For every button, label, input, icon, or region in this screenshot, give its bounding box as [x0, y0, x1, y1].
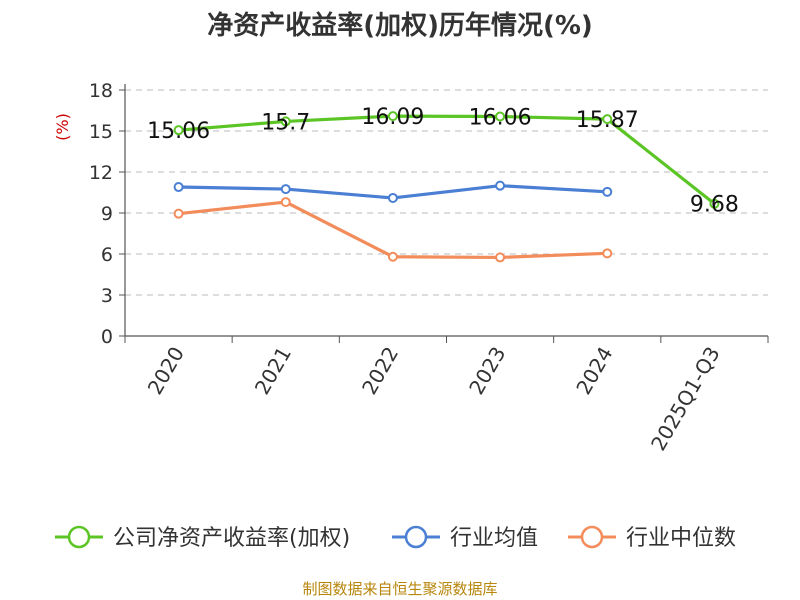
data-point[interactable]: [602, 114, 613, 125]
data-label: 16.06: [469, 106, 532, 131]
legend-swatch-marker: [580, 525, 604, 549]
data-label: 15.7: [261, 110, 310, 135]
data-point[interactable]: [387, 251, 398, 262]
data-point[interactable]: [602, 186, 613, 197]
legend-item-2[interactable]: 行业中位数: [568, 525, 736, 551]
data-point[interactable]: [173, 208, 184, 219]
data-point[interactable]: [602, 248, 613, 259]
legend-label: 公司净资产收益率(加权): [113, 526, 350, 551]
gridlines: [125, 89, 768, 296]
series-lines: [173, 111, 720, 263]
legend-item-1[interactable]: 行业均值: [392, 525, 538, 551]
source-note: 制图数据来自恒生聚源数据库: [302, 580, 497, 598]
data-point[interactable]: [173, 182, 184, 193]
data-point[interactable]: [387, 111, 398, 122]
legend-swatch-marker: [404, 525, 428, 549]
data-point[interactable]: [709, 198, 720, 209]
legend-item-0[interactable]: 公司净资产收益率(加权): [55, 525, 350, 551]
y-tick-label: 6: [101, 244, 113, 266]
data-label: 9.68: [690, 193, 739, 218]
x-tick-label: 2024: [571, 343, 617, 399]
data-label: 16.09: [361, 105, 424, 130]
legend[interactable]: 公司净资产收益率(加权) 行业均值 行业中位数: [55, 525, 736, 551]
y-tick-label: 18: [89, 80, 113, 102]
data-point[interactable]: [495, 111, 506, 122]
data-point[interactable]: [173, 125, 184, 136]
y-tick-label: 12: [89, 162, 113, 184]
data-point[interactable]: [280, 184, 291, 195]
data-labels: 15.06 15.7 16.09 16.06 15.87 9.68: [147, 105, 739, 218]
x-tick-label: 2022: [357, 343, 403, 399]
data-point[interactable]: [280, 197, 291, 208]
data-point[interactable]: [280, 116, 291, 127]
y-tick-label: 15: [89, 121, 113, 143]
y-axis-label: (%): [53, 113, 72, 141]
x-tick-label: 2025Q1-Q3: [646, 343, 725, 455]
y-tick-label: 0: [101, 326, 113, 348]
y-tick-label: 3: [101, 285, 113, 307]
x-tick-label: 2021: [250, 343, 296, 399]
x-tick-label: 2020: [143, 343, 189, 399]
data-label: 15.87: [576, 108, 639, 133]
data-point[interactable]: [495, 252, 506, 263]
data-point[interactable]: [495, 180, 506, 191]
y-tick-label: 9: [101, 203, 113, 225]
chart-title: 净资产收益率(加权)历年情况(%): [207, 10, 593, 41]
x-tick-label: 2023: [464, 343, 510, 399]
data-point[interactable]: [387, 192, 398, 203]
legend-swatch-marker: [67, 525, 91, 549]
legend-label: 行业中位数: [626, 526, 736, 551]
series-line-2: [178, 200, 608, 260]
legend-label: 行业均值: [450, 526, 538, 551]
data-label: 15.06: [147, 119, 210, 144]
series-line-0: [178, 114, 716, 205]
